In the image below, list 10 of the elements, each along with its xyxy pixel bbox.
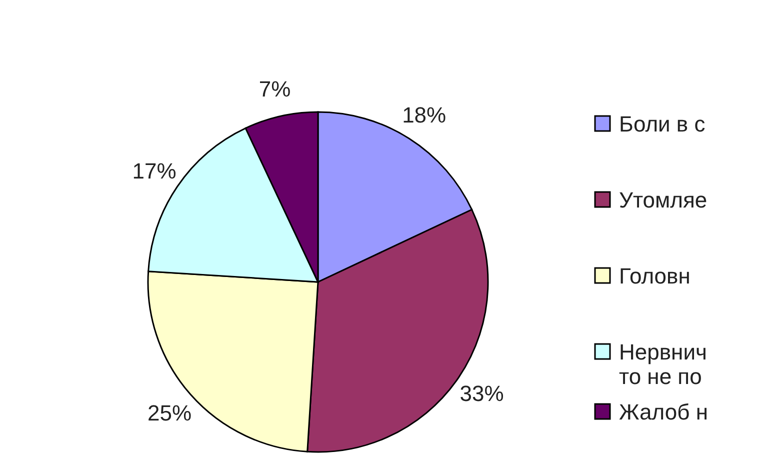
legend-label: Жалоб н (619, 400, 708, 425)
legend-label: Боли в с (619, 112, 706, 137)
data-label: 25% (147, 400, 192, 426)
legend-label: Головн (619, 264, 690, 289)
data-label: 7% (258, 76, 291, 102)
legend-label: Нервнич то не по (619, 340, 707, 389)
data-label: 33% (460, 380, 504, 406)
legend-label: Утомляе (619, 188, 708, 213)
data-label: 18% (402, 102, 446, 128)
data-label: 17% (132, 158, 176, 184)
